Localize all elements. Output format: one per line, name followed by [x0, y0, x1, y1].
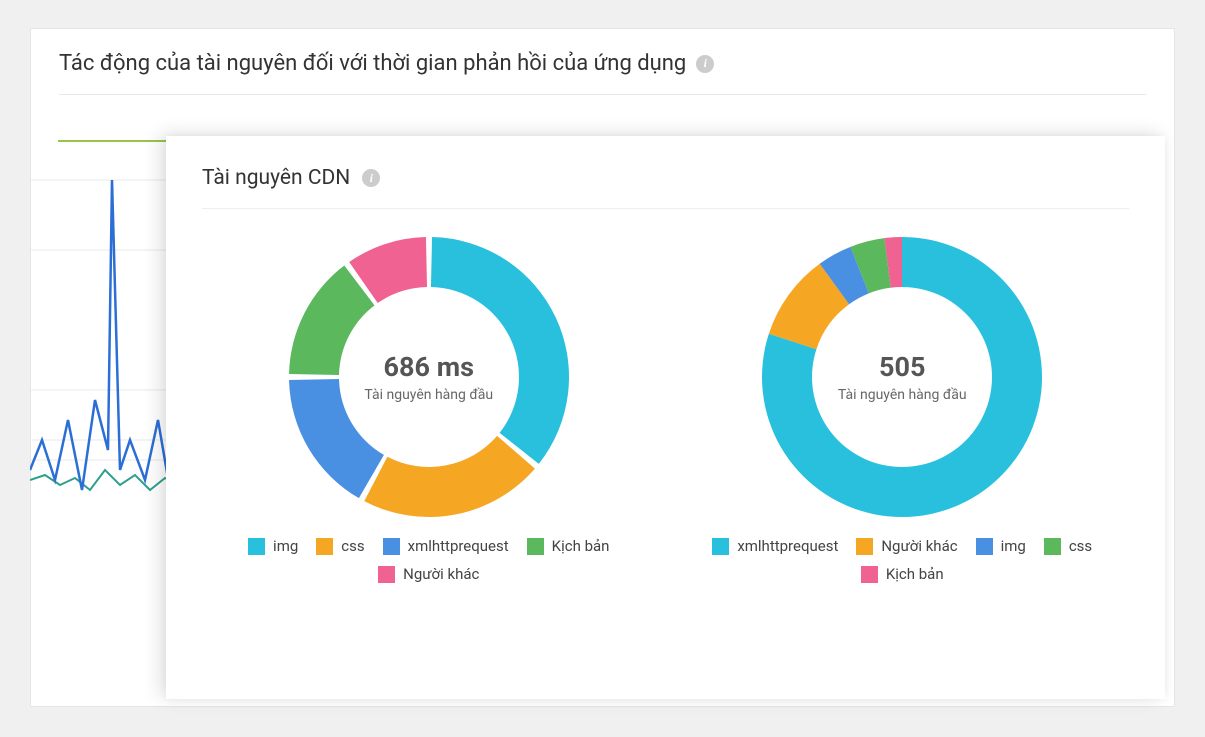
donut-2-sub: Tài nguyên hàng đầu	[812, 387, 992, 403]
donut-block-1: 686 ms Tài nguyên hàng đầu img css xmlhttp…	[202, 227, 656, 583]
legend-label: Kịch bản	[552, 537, 610, 555]
legend-item[interactable]: css	[316, 537, 364, 555]
legend-label: img	[1001, 537, 1026, 555]
donut-2-center: 505 Tài nguyên hàng đầu	[812, 351, 992, 403]
legend-swatch	[712, 538, 729, 555]
legend-swatch	[378, 566, 395, 583]
legend-swatch	[861, 566, 878, 583]
legend-item[interactable]: css	[1044, 537, 1092, 555]
legend-item[interactable]: Người khác	[378, 565, 479, 583]
legend-label: css	[1069, 537, 1092, 555]
outer-title-row: Tác động của tài nguyên đối với thời gia…	[59, 51, 1146, 95]
donut-2-legend: xmlhttprequest Người khác img css Kịch bản	[712, 537, 1092, 583]
legend-label: Người khác	[403, 565, 479, 583]
legend-item[interactable]: xmlhttprequest	[712, 537, 838, 555]
legend-item[interactable]: Người khác	[856, 537, 957, 555]
info-icon[interactable]: i	[362, 169, 380, 187]
legend-label: Người khác	[881, 537, 957, 555]
legend-item[interactable]: img	[976, 537, 1026, 555]
legend-label: xmlhttprequest	[408, 537, 509, 555]
legend-label: img	[273, 537, 298, 555]
legend-item[interactable]: Kịch bản	[527, 537, 610, 555]
donut-block-2: 505 Tài nguyên hàng đầu xmlhttprequest Ng…	[676, 227, 1130, 583]
legend-swatch	[1044, 538, 1061, 555]
legend-swatch	[248, 538, 265, 555]
legend-swatch	[976, 538, 993, 555]
donut-2-value: 505	[812, 351, 992, 383]
legend-item[interactable]: Kịch bản	[861, 565, 944, 583]
legend-label: xmlhttprequest	[737, 537, 838, 555]
legend-label: css	[341, 537, 364, 555]
donut-1-sub: Tài nguyên hàng đầu	[339, 387, 519, 403]
donut-chart-1: 686 ms Tài nguyên hàng đầu	[279, 227, 579, 527]
inner-title: Tài nguyên CDN	[202, 166, 350, 190]
donut-1-value: 686 ms	[339, 351, 519, 383]
donut-1-center: 686 ms Tài nguyên hàng đầu	[339, 351, 519, 403]
donut-1-legend: img css xmlhttprequest Kịch bản Người khác	[239, 537, 619, 583]
outer-title: Tác động của tài nguyên đối với thời gia…	[59, 51, 686, 76]
legend-swatch	[856, 538, 873, 555]
donuts-row: 686 ms Tài nguyên hàng đầu imgcssxmlhttp…	[202, 227, 1129, 583]
legend-label: Kịch bản	[886, 565, 944, 583]
donut-slice[interactable]	[364, 436, 535, 517]
legend-item[interactable]: xmlhttprequest	[383, 537, 509, 555]
info-icon[interactable]: i	[696, 55, 714, 73]
legend-swatch	[527, 538, 544, 555]
inner-title-row: Tài nguyên CDN i	[202, 166, 1129, 209]
cdn-resources-panel: Tài nguyên CDN i 686 ms Tài nguyên hàng …	[166, 136, 1165, 699]
donut-chart-2: 505 Tài nguyên hàng đầu	[752, 227, 1052, 527]
legend-item[interactable]: img	[248, 537, 298, 555]
legend-swatch	[383, 538, 400, 555]
legend-swatch	[316, 538, 333, 555]
